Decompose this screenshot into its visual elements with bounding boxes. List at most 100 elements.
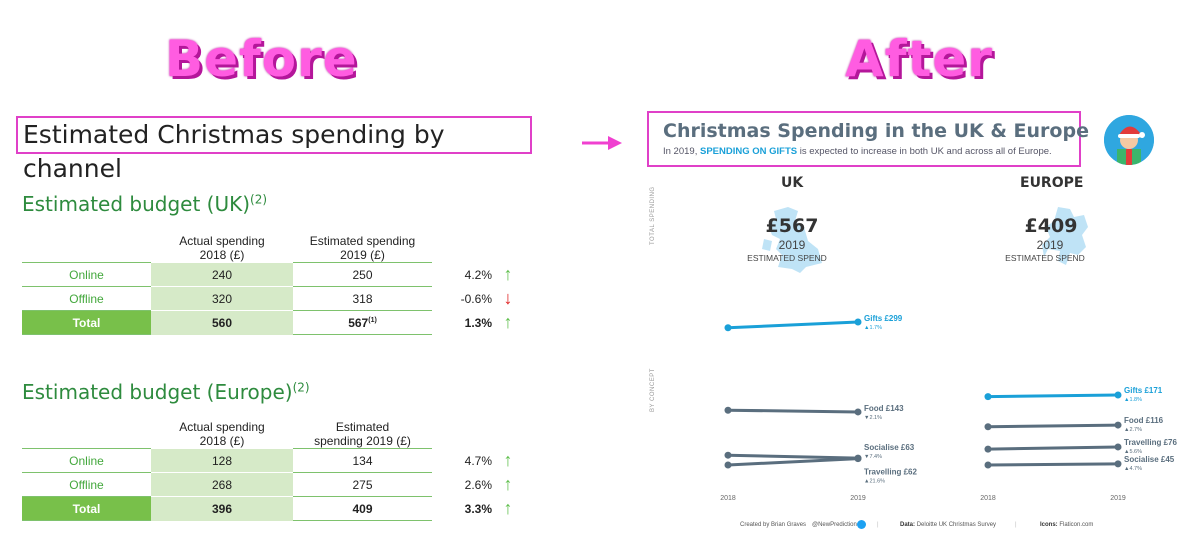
data-point-travelling-2019 — [854, 455, 862, 463]
before-chart-title: Estimated Christmas spending by channel — [16, 116, 532, 183]
series-line-socialise — [727, 453, 859, 460]
series-label-socialise: Socialise £63 — [864, 443, 915, 452]
actual-cell: 320 — [151, 286, 293, 311]
before-heading: Before — [165, 30, 358, 88]
europe-map-icon — [1042, 207, 1088, 265]
change-cell: 3.3% — [464, 501, 492, 516]
data-point-socialise-2019 — [1114, 460, 1122, 468]
up-arrow-icon: ↑ — [503, 450, 513, 470]
series-label-gifts: Gifts £299 — [864, 314, 903, 323]
actual-cell: 240 — [151, 262, 293, 287]
europe-col2-header: Estimated spending 2019 (£) — [314, 420, 411, 448]
down-arrow-icon: ↓ — [503, 288, 513, 308]
table-total-row: Total 560 567(1) 1.3% ↑ — [22, 310, 524, 335]
table-row: Offline 268 275 2.6% ↑ — [22, 472, 524, 497]
table-row: Online 128 134 4.7% ↑ — [22, 448, 524, 473]
actual-cell: 268 — [151, 472, 293, 497]
x-tick-label: 2019 — [850, 495, 866, 502]
channel-cell: Offline — [22, 286, 151, 311]
uk-heading: UK — [781, 175, 804, 191]
after-chart-subtitle: In 2019, SPENDING ON GIFTS is expected t… — [663, 146, 1052, 157]
uk-slope-chart: Gifts £299 ▲1.7% Food £143 ▼2.1% Socialise £… — [720, 314, 917, 502]
data-point-gifts-2019 — [854, 318, 862, 326]
europe-slope-chart: Gifts £171 ▲1.8% Food £116 ▲2.7% Travelling … — [980, 386, 1177, 502]
data-point-travelling-2019 — [1114, 443, 1122, 451]
channel-cell: Total — [22, 496, 151, 521]
series-line-socialise — [987, 462, 1119, 467]
series-line-food — [727, 408, 859, 414]
data-point-gifts-2019 — [1114, 391, 1122, 399]
santa-avatar-icon — [1104, 115, 1154, 165]
up-arrow-icon: ↑ — [503, 474, 513, 494]
uk-section-title: Estimated budget (UK)(2) — [22, 192, 268, 216]
series-change-socialise: ▲4.7% — [1124, 466, 1142, 472]
right-arrow-icon — [582, 136, 622, 150]
series-change-socialise: ▼7.4% — [864, 454, 882, 460]
channel-cell: Online — [22, 262, 151, 287]
footer-created-by: Created by Brian Graves — [740, 522, 807, 528]
footer-handle[interactable]: @NewPrediction — [812, 522, 857, 528]
table-row: Offline 320 318 -0.6% ↓ — [22, 286, 524, 311]
europe-total-amount: £409 — [1024, 215, 1078, 237]
data-point-food-2018 — [984, 423, 992, 431]
series-label-travelling: Travelling £62 — [864, 468, 917, 477]
data-point-gifts-2018 — [724, 324, 732, 332]
series-line-gifts — [727, 320, 859, 330]
data-point-travelling-2018 — [984, 445, 992, 453]
series-line-travelling — [727, 457, 859, 467]
series-line-travelling — [987, 445, 1119, 451]
up-arrow-icon: ↑ — [503, 312, 513, 332]
estimated-cell: 409 — [293, 496, 432, 521]
uk-budget-table: Actual spending 2018 (£) Estimated spendi… — [22, 230, 524, 335]
uk-map-icon — [762, 207, 822, 273]
estimated-cell: 250 — [293, 262, 432, 287]
table-row: Online 240 250 4.2% ↑ — [22, 262, 524, 287]
change-cell: -0.6% — [460, 291, 492, 306]
data-point-food-2018 — [724, 406, 732, 414]
change-cell: 1.3% — [464, 315, 492, 330]
series-change-travelling: ▲21.6% — [864, 479, 885, 485]
x-tick-label: 2019 — [1110, 495, 1126, 502]
series-label-food: Food £143 — [864, 404, 904, 413]
after-title-box — [647, 111, 1081, 167]
data-point-socialise-2018 — [724, 451, 732, 459]
x-tick-label: 2018 — [980, 495, 996, 502]
series-line-gifts — [987, 393, 1119, 399]
x-tick-label: 2018 — [720, 495, 736, 502]
data-point-gifts-2018 — [984, 393, 992, 401]
europe-total-year: 2019 — [1036, 238, 1064, 252]
series-label-food: Food £116 — [1124, 416, 1164, 425]
europe-col1-header: Actual spending 2018 (£) — [179, 420, 265, 448]
series-change-gifts: ▲1.8% — [1124, 397, 1142, 403]
series-change-food: ▼2.1% — [864, 415, 882, 421]
estimated-cell: 275 — [293, 472, 432, 497]
total-spending-axis-label: TOTAL SPENDING — [650, 186, 656, 245]
series-label-travelling: Travelling £76 — [1124, 438, 1177, 447]
footer-icons: Icons: Flaticon.com — [1040, 522, 1094, 528]
change-cell: 2.6% — [464, 477, 492, 492]
change-cell: 4.2% — [464, 267, 492, 282]
change-cell: 4.7% — [464, 453, 492, 468]
europe-heading: EUROPE — [1020, 175, 1084, 191]
estimated-cell: 134 — [293, 448, 432, 473]
series-change-food: ▲2.7% — [1124, 427, 1142, 433]
channel-cell: Total — [22, 310, 151, 335]
up-arrow-icon: ↑ — [503, 498, 513, 518]
data-point-food-2019 — [1114, 421, 1122, 429]
uk-col2-header: Estimated spending 2019 (£) — [309, 234, 416, 262]
footer-divider: | — [1015, 522, 1017, 528]
footer-data: Data: Deloitte UK Christmas Survey — [900, 522, 997, 528]
table-total-row: Total 396 409 3.3% ↑ — [22, 496, 524, 521]
after-chart-title: Christmas Spending in the UK & Europe — [663, 120, 1089, 142]
europe-budget-table: Actual spending 2018 (£) Estimated spendin… — [22, 416, 524, 521]
europe-total-label: ESTIMATED SPEND — [1005, 253, 1085, 263]
series-change-gifts: ▲1.7% — [864, 325, 882, 331]
uk-total-amount: £567 — [765, 215, 819, 237]
twitter-icon[interactable] — [857, 520, 866, 529]
after-heading: After — [845, 30, 993, 88]
channel-cell: Offline — [22, 472, 151, 497]
estimated-cell: 318 — [293, 286, 432, 311]
actual-cell: 128 — [151, 448, 293, 473]
series-label-socialise: Socialise £45 — [1124, 455, 1175, 464]
series-label-gifts: Gifts £171 — [1124, 386, 1163, 395]
